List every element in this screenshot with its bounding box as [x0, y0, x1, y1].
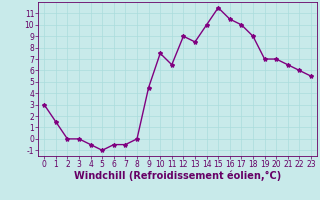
X-axis label: Windchill (Refroidissement éolien,°C): Windchill (Refroidissement éolien,°C) — [74, 171, 281, 181]
